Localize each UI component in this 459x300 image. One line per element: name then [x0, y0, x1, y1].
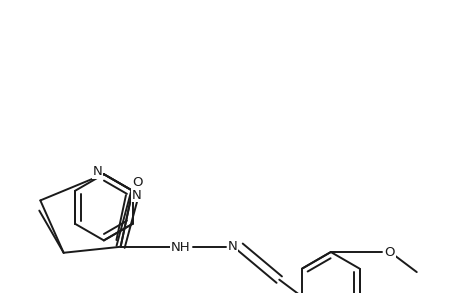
Text: N: N: [92, 166, 102, 178]
Text: NH: NH: [170, 242, 190, 254]
Text: O: O: [384, 245, 394, 259]
Text: N: N: [227, 240, 237, 253]
Text: N: N: [132, 189, 141, 202]
Text: O: O: [132, 176, 143, 189]
